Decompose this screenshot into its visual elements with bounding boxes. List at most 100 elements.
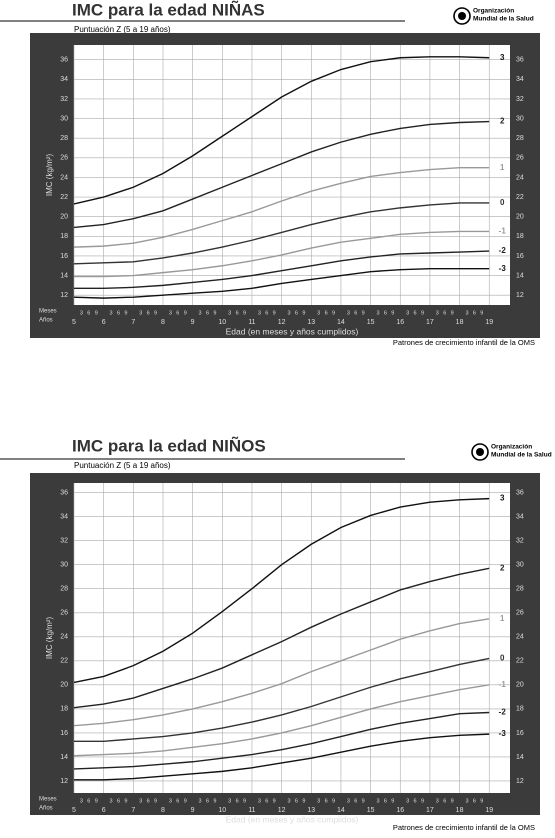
month-label: 6: [414, 798, 417, 804]
month-label: 9: [184, 310, 187, 316]
x-tick-label: 6: [102, 319, 106, 326]
y-tick-label-right: 26: [516, 155, 524, 162]
x-tick-label: 16: [396, 807, 404, 814]
plot-area: [74, 483, 510, 793]
y-tick-label: 26: [60, 155, 68, 162]
month-label: 9: [302, 798, 305, 804]
x-tick-label: 19: [485, 807, 493, 814]
y-tick-label: 24: [60, 634, 68, 641]
x-tick-label: 8: [161, 807, 165, 814]
logo-text: Organización: [491, 444, 532, 451]
month-label: 3: [169, 310, 172, 316]
series-label: 3: [500, 494, 505, 503]
x-tick-label: 15: [367, 319, 375, 326]
month-label: 6: [87, 798, 90, 804]
month-label: 3: [110, 798, 113, 804]
logo-globe: [476, 448, 484, 456]
month-label: 6: [354, 310, 357, 316]
subtitle: Puntuación Z (5 a 19 años): [74, 461, 171, 470]
y-tick-label: 20: [60, 214, 68, 221]
axis-row-label: Años: [39, 806, 53, 812]
y-tick-label-right: 32: [516, 96, 524, 103]
series-label: -3: [499, 729, 507, 738]
y-tick-label: 18: [60, 706, 68, 713]
month-label: 9: [391, 798, 394, 804]
z-score-line: [74, 230, 490, 278]
month-label: 6: [325, 310, 328, 316]
y-tick-label-right: 32: [516, 538, 524, 545]
z-score-line: [73, 120, 490, 229]
series-label: -2: [499, 246, 507, 255]
series-label: -1: [499, 680, 507, 689]
month-label: 6: [236, 310, 239, 316]
axis-row-label: Meses: [39, 309, 57, 315]
month-label: 6: [206, 310, 209, 316]
x-tick-label: 14: [337, 319, 345, 326]
logo-text: Mundial de la Salud: [473, 16, 534, 23]
month-label: 6: [354, 798, 357, 804]
y-tick-label: 30: [60, 115, 68, 122]
x-tick-label: 14: [337, 807, 345, 814]
series-label: -3: [499, 264, 507, 273]
month-label: 3: [110, 310, 113, 316]
month-label: 6: [176, 310, 179, 316]
month-label: 6: [117, 310, 120, 316]
x-tick-label: 6: [102, 807, 106, 814]
x-tick-label: 18: [456, 319, 464, 326]
x-tick-label: 11: [248, 807, 255, 814]
y-tick-label-right: 16: [516, 730, 524, 737]
series-label: 1: [500, 163, 505, 172]
month-label: 9: [362, 310, 365, 316]
y-tick-label-right: 26: [516, 610, 524, 617]
month-label: 6: [295, 798, 298, 804]
axis-row-label: Años: [39, 318, 53, 324]
month-label: 3: [139, 310, 142, 316]
series-label: 0: [500, 654, 505, 663]
z-score-line: [74, 250, 490, 290]
y-tick-label: 16: [60, 730, 68, 737]
x-tick-label: 17: [426, 319, 434, 326]
z-score-line: [73, 618, 490, 727]
month-label: 6: [265, 310, 268, 316]
month-label: 9: [213, 798, 216, 804]
y-tick-label: 16: [60, 253, 68, 260]
y-tick-label-right: 34: [516, 513, 524, 520]
month-label: 6: [384, 310, 387, 316]
month-label: 6: [443, 798, 446, 804]
z-score-line: [73, 567, 490, 709]
month-label: 3: [317, 310, 320, 316]
x-tick-label: 13: [307, 807, 315, 814]
month-label: 6: [176, 798, 179, 804]
month-label: 3: [406, 798, 409, 804]
month-label: 6: [295, 310, 298, 316]
z-score-line: [73, 56, 490, 205]
x-axis-label: Edad (en meses y años cumplidos): [226, 326, 359, 336]
y-tick-label: 30: [60, 562, 68, 569]
month-label: 3: [288, 310, 291, 316]
x-tick-label: 9: [191, 807, 195, 814]
y-tick-label-right: 18: [516, 706, 524, 713]
month-label: 9: [480, 310, 483, 316]
y-tick-label: 36: [60, 489, 68, 496]
month-label: 3: [347, 310, 350, 316]
month-label: 9: [213, 310, 216, 316]
month-label: 3: [80, 798, 83, 804]
month-label: 3: [80, 310, 83, 316]
month-label: 3: [317, 798, 320, 804]
x-tick-label: 7: [131, 807, 135, 814]
y-tick-label: 22: [60, 194, 68, 201]
series-label: 2: [500, 117, 505, 126]
month-label: 9: [480, 798, 483, 804]
y-axis-label: IMC (kg/m²): [45, 154, 54, 197]
y-tick-label-right: 12: [516, 778, 524, 785]
subtitle: Puntuación Z (5 a 19 años): [74, 25, 171, 34]
source-note: Patrones de crecimiento infantil de la O…: [393, 338, 535, 347]
y-tick-label: 14: [60, 754, 68, 761]
month-label: 9: [273, 798, 276, 804]
month-label: 9: [332, 798, 335, 804]
x-axis-label: Edad (en meses y años cumplidos): [226, 814, 359, 824]
month-label: 9: [154, 310, 157, 316]
month-label: 6: [147, 310, 150, 316]
logo-text: Organización: [473, 8, 514, 15]
